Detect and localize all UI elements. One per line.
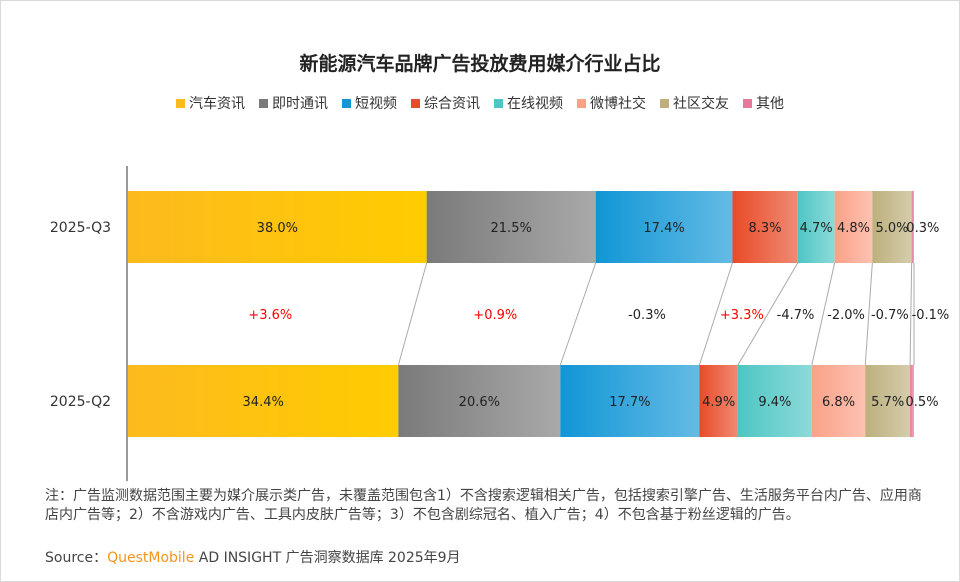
change-label: -0.7% xyxy=(871,308,909,323)
change-label: +3.6% xyxy=(248,308,292,323)
source-line: Source：QuestMobile AD INSIGHT 广告洞察数据库 20… xyxy=(45,547,461,567)
chart-title: 新能源汽车品牌广告投放费用媒介行业占比 xyxy=(299,53,661,75)
legend-item[interactable]: 即时通讯 xyxy=(259,93,328,113)
bar-segment[interactable] xyxy=(872,191,912,263)
data-label: 4.7% xyxy=(800,221,833,236)
data-label: 34.4% xyxy=(243,395,284,410)
data-label: 17.7% xyxy=(609,395,650,410)
bar-segment[interactable] xyxy=(797,191,835,263)
data-label: 21.5% xyxy=(491,221,532,236)
bar-segment[interactable] xyxy=(426,191,596,263)
legend-swatch xyxy=(176,98,185,108)
data-label: 0.5% xyxy=(906,395,939,410)
stacked-bar-chart: 2025-Q3 2025-Q2 38.0% 21.5% 17.4% 8.3% 4.7% 4.8… xyxy=(50,166,950,481)
change-label: -2.0% xyxy=(827,308,865,323)
legend-label: 社区交友 xyxy=(673,96,729,112)
legend-swatch xyxy=(494,98,503,108)
legend-item[interactable]: 汽车资讯 xyxy=(176,93,245,113)
change-label: -0.1% xyxy=(912,308,950,323)
source-text: AD INSIGHT 广告洞察数据库 2025年9月 xyxy=(194,550,461,566)
connector-line xyxy=(559,262,597,366)
legend-label: 微博社交 xyxy=(590,96,646,112)
legend-label: 其他 xyxy=(756,96,784,112)
bar-segment[interactable] xyxy=(595,191,733,263)
legend-label: 即时通讯 xyxy=(272,96,328,112)
source-brand: QuestMobile xyxy=(107,550,195,566)
data-label: 5.0% xyxy=(875,221,908,236)
legend: 汽车资讯 即时通讯 短视频 综合资讯 在线视频 微博社交 社区交友 其他 xyxy=(1,93,959,113)
legend-swatch xyxy=(259,98,268,108)
change-label: +0.9% xyxy=(473,308,517,323)
legend-swatch xyxy=(743,98,752,108)
bar-segment[interactable] xyxy=(699,365,738,437)
legend-item[interactable]: 短视频 xyxy=(342,93,397,113)
data-label: 20.6% xyxy=(459,395,500,410)
data-label: 9.4% xyxy=(758,395,791,410)
legend-swatch xyxy=(342,98,351,108)
category-label: 2025-Q2 xyxy=(50,394,111,410)
data-label: 0.3% xyxy=(906,221,939,236)
bar-segment[interactable] xyxy=(732,191,798,263)
data-label: 4.8% xyxy=(837,221,870,236)
legend-item[interactable]: 在线视频 xyxy=(494,93,563,113)
legend-swatch xyxy=(660,98,669,108)
data-label: 8.3% xyxy=(749,221,782,236)
bar-segment[interactable] xyxy=(128,191,427,263)
legend-item[interactable]: 其他 xyxy=(743,93,784,113)
legend-item[interactable]: 社区交友 xyxy=(660,93,729,113)
bar-segment[interactable] xyxy=(560,365,700,437)
data-label: 38.0% xyxy=(257,221,298,236)
bar-segment[interactable] xyxy=(811,365,866,437)
legend-label: 短视频 xyxy=(355,96,397,112)
connector-line xyxy=(698,262,733,366)
data-label: 5.7% xyxy=(871,395,904,410)
legend-swatch xyxy=(577,98,586,108)
connector-line xyxy=(909,262,913,366)
connector-line xyxy=(397,262,428,366)
footnote: 注：广告监测数据范围主要为媒介展示类广告，未覆盖范围包含1）不含搜索逻辑相关广告… xyxy=(45,488,922,523)
legend-item[interactable]: 微博社交 xyxy=(577,93,646,113)
bar-segment[interactable] xyxy=(128,365,399,437)
bar-segment[interactable] xyxy=(398,365,561,437)
legend-label: 综合资讯 xyxy=(424,96,480,112)
legend-swatch xyxy=(411,98,420,108)
legend-label: 在线视频 xyxy=(507,96,563,112)
bar-segment[interactable] xyxy=(911,191,914,263)
bar-segment[interactable] xyxy=(865,365,911,437)
bar-segment[interactable] xyxy=(834,191,873,263)
change-label: -4.7% xyxy=(777,308,815,323)
source-label: Source： xyxy=(45,550,108,566)
legend-item[interactable]: 综合资讯 xyxy=(411,93,480,113)
change-label: -0.3% xyxy=(628,308,666,323)
bar-segment[interactable] xyxy=(910,365,914,437)
connector-line xyxy=(737,262,799,366)
bar-segment[interactable] xyxy=(737,365,812,437)
legend-label: 汽车资讯 xyxy=(189,96,245,112)
change-label: +3.3% xyxy=(720,308,764,323)
category-label: 2025-Q3 xyxy=(50,220,111,236)
data-label: 4.9% xyxy=(702,395,735,410)
connector-line xyxy=(811,262,836,366)
data-label: 6.8% xyxy=(822,395,855,410)
connector-line xyxy=(864,262,873,366)
data-label: 17.4% xyxy=(643,221,684,236)
